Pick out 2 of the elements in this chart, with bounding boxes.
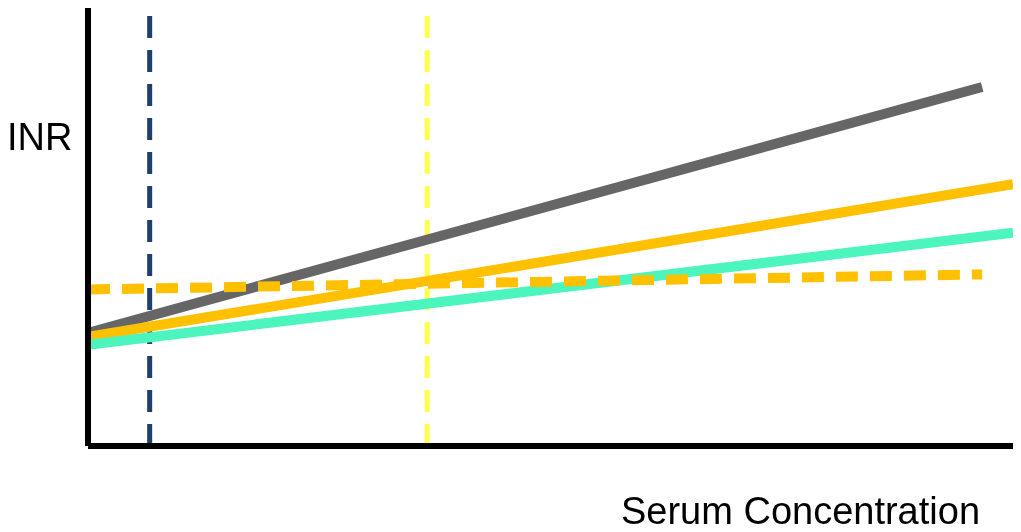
y-axis-title: INR [7, 116, 73, 159]
x-axis-title: Serum Concentration [620, 490, 981, 532]
